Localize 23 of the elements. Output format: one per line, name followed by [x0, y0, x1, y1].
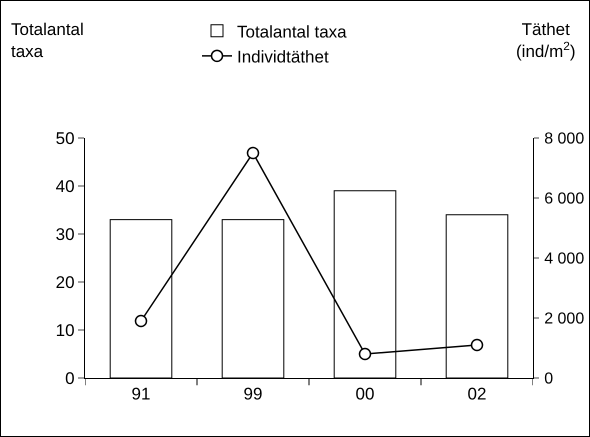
- x-tick-label: 91: [132, 384, 150, 404]
- y-tick-label: 0: [65, 368, 75, 388]
- point: [246, 146, 260, 160]
- point: [470, 338, 484, 352]
- x-tick-label: 99: [244, 384, 262, 404]
- legend-label: Individtäthet: [237, 47, 329, 66]
- x-tick-label: 00: [356, 384, 374, 404]
- y-tick-label: 40: [56, 176, 75, 196]
- y-tick-label: 50: [56, 128, 75, 148]
- y-tick-label: 20: [56, 272, 75, 292]
- y2-tick-label: 2 000: [544, 310, 584, 328]
- point: [134, 314, 148, 328]
- point: [358, 348, 372, 360]
- y-axis-title: Totalantal taxa: [11, 20, 84, 62]
- y2-tick-label: 4 000: [544, 250, 584, 268]
- legend-label: Totalantal taxa: [237, 22, 348, 42]
- y-tick-label: 10: [56, 320, 75, 340]
- y2-axis-title: Täthet (ind/m$^{2}$): [516, 20, 576, 62]
- y2-tick-label: 0: [544, 370, 554, 388]
- y-tick-label: 30: [56, 224, 75, 244]
- y2-tick-label: 6 000: [544, 190, 584, 208]
- y2-tick-label: 8 000: [544, 130, 584, 148]
- x-tick-label: 02: [468, 384, 486, 404]
